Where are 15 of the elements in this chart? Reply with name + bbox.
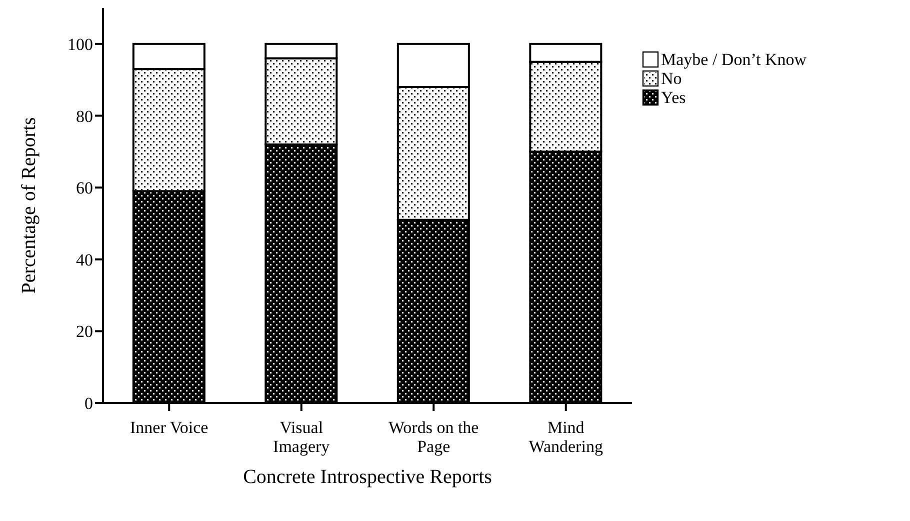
legend-label: No xyxy=(661,69,682,88)
y-tick-label: 100 xyxy=(68,34,93,54)
y-tick-label: 20 xyxy=(76,322,93,342)
y-axis-title: Percentage of Reports xyxy=(18,116,40,294)
y-tick-label: 0 xyxy=(84,394,93,414)
y-tick-label: 40 xyxy=(76,250,93,270)
x-tick-label: Mind Wandering xyxy=(528,418,604,456)
y-tick-label: 60 xyxy=(76,178,93,198)
x-axis-title: Concrete Introspective Reports xyxy=(243,466,492,488)
legend-label: Maybe / Don’t Know xyxy=(661,50,807,69)
y-tick-label: 80 xyxy=(76,106,93,126)
x-tick-label: Visual Imagery xyxy=(273,418,330,456)
x-tick-label: Inner Voice xyxy=(130,418,208,438)
legend-label: Yes xyxy=(661,88,686,107)
x-tick-label: Words on the Page xyxy=(388,418,479,456)
